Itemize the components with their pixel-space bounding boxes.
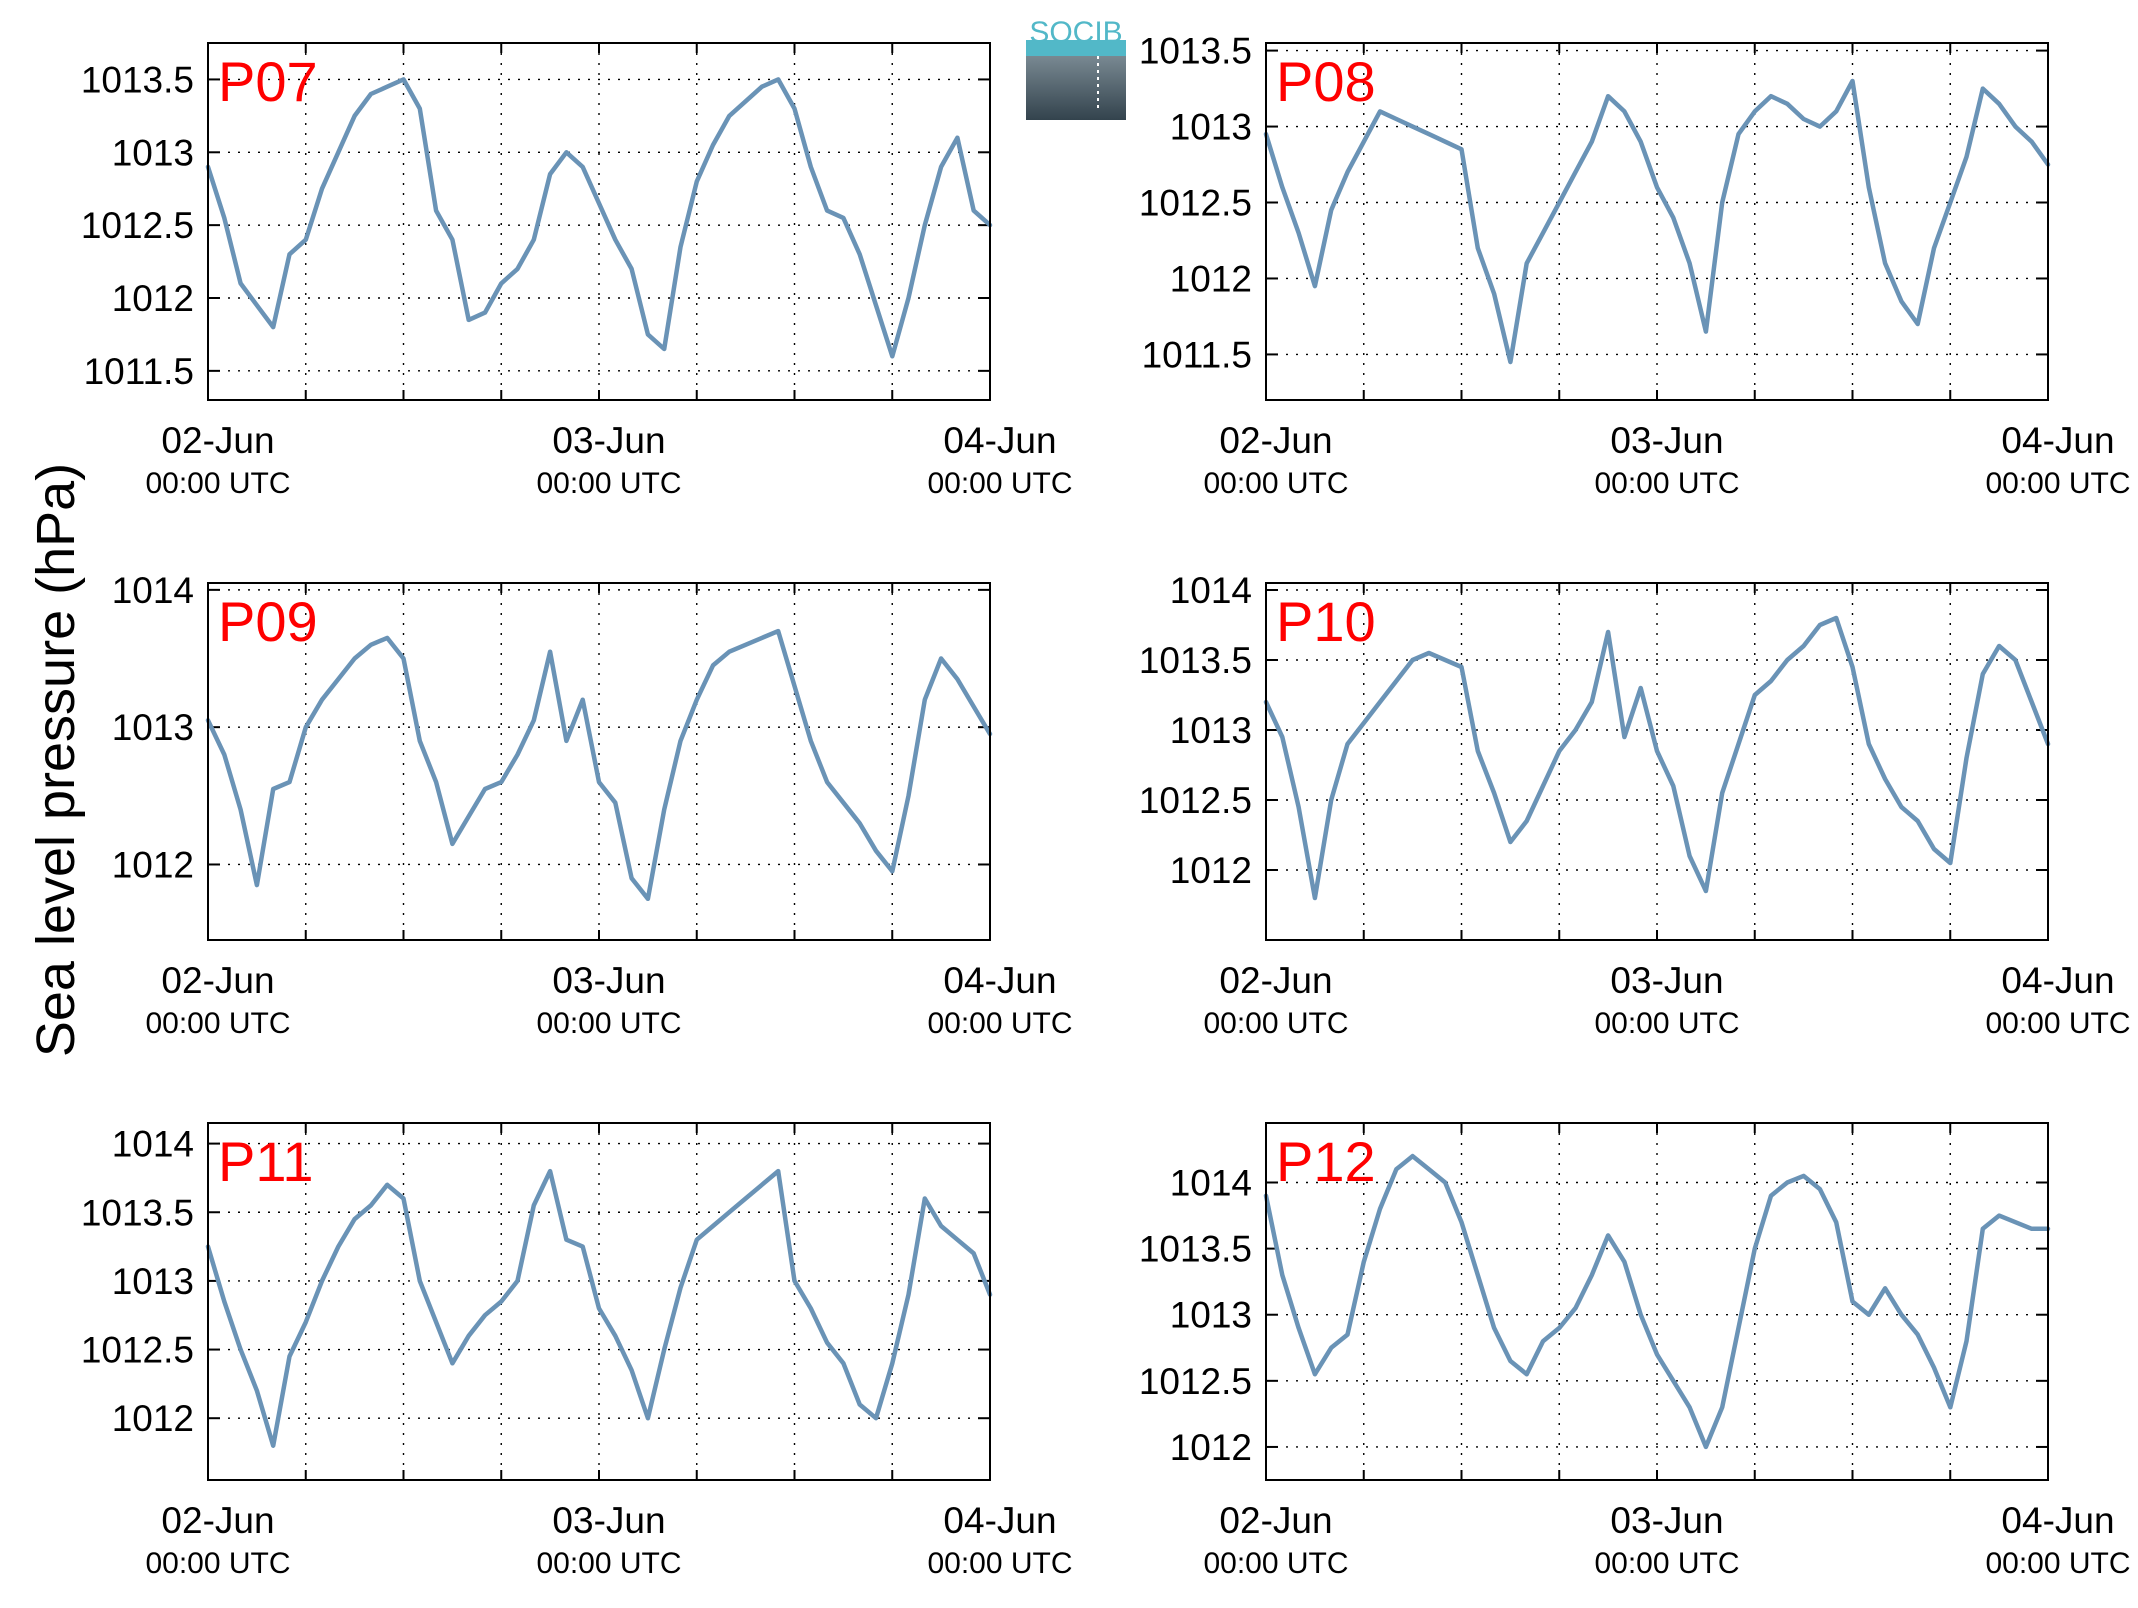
x-tick-date-label: 02-Jun [1219,960,1332,1001]
chart-panel-p08: 1011.5 1012 1012.5 1013 1013.5 02-Jun 00:00 UT… [1139,31,2131,500]
x-tick-time-label: 00:00 UTC [536,1007,681,1040]
y-tick-label: 1012.5 [1139,1361,1252,1402]
x-tick-time-label: 00:00 UTC [1203,1007,1348,1040]
x-tick-time-label: 00:00 UTC [1203,1547,1348,1580]
y-tick-label: 1013.5 [1139,640,1252,681]
y-tick-label: 1014 [1170,1163,1252,1204]
pressure-series-line [1263,78,2051,365]
y-tick-label: 1012 [1170,1427,1252,1468]
y-tick-label: 1012 [112,278,194,319]
x-tick-date-label: 03-Jun [1610,960,1723,1001]
x-tick-date-label: 03-Jun [1610,1500,1723,1541]
y-tick-label: 1013.5 [1139,31,1252,72]
y-tick-label: 1012.5 [81,1330,194,1371]
x-tick-date-label: 03-Jun [1610,420,1723,461]
x-tick-time-label: 00:00 UTC [1985,1007,2130,1040]
y-tick-label: 1014 [112,1124,194,1165]
x-tick-time-label: 00:00 UTC [927,467,1072,500]
x-tick-time-label: 00:00 UTC [1594,467,1739,500]
chart-panel-p10: 1012 1012.5 1013 1013.5 1014 02-Jun 00:00 UTC 0… [1139,570,2131,1040]
chart-panel-p07: 1011.5 1012 1012.5 1013 1013.5 02-Jun 00:00 UT… [81,42,1073,500]
y-tick-label: 1012.5 [81,205,194,246]
y-axis-label: Sea level pressure (hPa) [26,463,86,1057]
y-tick-label: 1014 [112,570,194,611]
x-tick-date-label: 04-Jun [943,960,1056,1001]
station-label: P12 [1276,1130,1376,1193]
y-tick-label: 1012.5 [1139,780,1252,821]
x-tick-date-label: 02-Jun [161,960,274,1001]
y-tick-label: 1012 [112,844,194,885]
pressure-series-line [205,77,993,359]
socib-logo-text: SOCIB [1029,16,1122,49]
y-tick-label: 1013 [112,132,194,173]
y-tick-label: 1012.5 [1139,183,1252,224]
axes-frame [207,42,991,401]
x-tick-time-label: 00:00 UTC [536,467,681,500]
x-tick-time-label: 00:00 UTC [145,1007,290,1040]
x-tick-time-label: 00:00 UTC [1594,1007,1739,1040]
x-tick-date-label: 04-Jun [943,1500,1056,1541]
x-tick-date-label: 03-Jun [552,1500,665,1541]
chart-panel-p12: 1012 1012.5 1013 1013.5 1014 02-Jun 00:00 UTC 0… [1139,1122,2131,1580]
x-tick-date-label: 04-Jun [2001,420,2114,461]
x-tick-date-label: 04-Jun [943,420,1056,461]
axes-frame [1265,42,2049,401]
station-label: P07 [218,50,318,113]
y-tick-label: 1013.5 [81,59,194,100]
y-tick-label: 1013 [1170,710,1252,751]
axes-frame [207,582,991,941]
y-tick-label: 1013 [112,1261,194,1302]
x-tick-date-label: 02-Jun [161,1500,274,1541]
x-tick-date-label: 02-Jun [161,420,274,461]
x-tick-time-label: 00:00 UTC [927,1547,1072,1580]
y-tick-label: 1014 [1170,570,1252,611]
x-tick-time-label: 00:00 UTC [1594,1547,1739,1580]
pressure-series-line [1263,615,2051,901]
x-tick-time-label: 00:00 UTC [1203,467,1348,500]
station-label: P09 [218,590,318,653]
x-tick-time-label: 00:00 UTC [927,1007,1072,1040]
y-tick-label: 1013.5 [81,1192,194,1233]
socib-logo: SOCIB [1026,16,1126,120]
axes-frame [1265,582,2049,941]
y-tick-label: 1012 [1170,258,1252,299]
y-tick-label: 1013 [112,707,194,748]
y-tick-label: 1013.5 [1139,1229,1252,1270]
chart-panel-p11: 1012 1012.5 1013 1013.5 1014 02-Jun 00:00 UTC 0… [81,1122,1073,1580]
x-tick-date-label: 04-Jun [2001,960,2114,1001]
station-label: P11 [218,1130,313,1193]
x-tick-date-label: 02-Jun [1219,420,1332,461]
y-tick-label: 1013 [1170,107,1252,148]
y-tick-label: 1011.5 [84,351,194,392]
x-tick-time-label: 00:00 UTC [145,1547,290,1580]
x-tick-time-label: 00:00 UTC [1985,1547,2130,1580]
x-tick-time-label: 00:00 UTC [145,467,290,500]
pressure-series-line [1263,1153,2051,1450]
y-tick-label: 1011.5 [1142,334,1252,375]
pressure-series-line [205,628,993,902]
x-tick-time-label: 00:00 UTC [536,1547,681,1580]
x-tick-date-label: 03-Jun [552,420,665,461]
y-tick-label: 1012 [112,1398,194,1439]
pressure-series-line [205,1168,993,1448]
x-tick-date-label: 04-Jun [2001,1500,2114,1541]
x-tick-time-label: 00:00 UTC [1985,467,2130,500]
chart-panel-p09: 1012 1013 1014 02-Jun 00:00 UTC 03-Jun 00:00 U… [112,570,1073,1040]
axes-frame [207,1122,991,1481]
axes-frame [1265,1122,2049,1481]
station-label: P10 [1276,590,1376,653]
station-label: P08 [1276,50,1376,113]
y-tick-label: 1013 [1170,1295,1252,1336]
y-tick-label: 1012 [1170,850,1252,891]
x-tick-date-label: 03-Jun [552,960,665,1001]
x-tick-date-label: 02-Jun [1219,1500,1332,1541]
panels: 1011.5 1012 1012.5 1013 1013.5 02-Jun 00:00 UT… [81,31,2131,1580]
